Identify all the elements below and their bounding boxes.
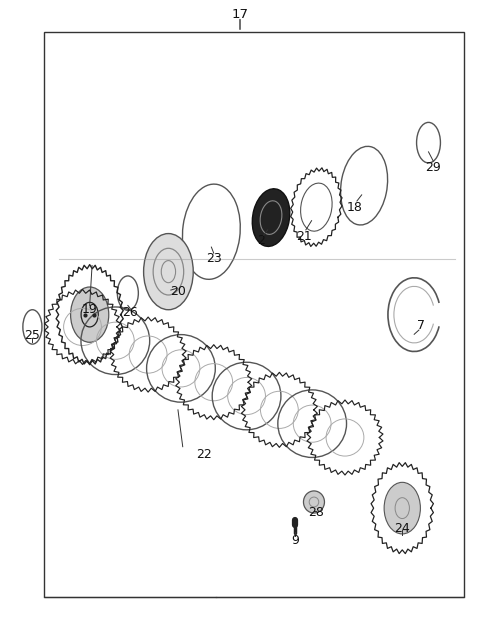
Ellipse shape bbox=[71, 287, 109, 342]
Text: 21: 21 bbox=[297, 230, 312, 242]
Text: 28: 28 bbox=[309, 506, 324, 519]
Ellipse shape bbox=[384, 482, 420, 534]
Text: 2: 2 bbox=[258, 234, 265, 247]
Text: 20: 20 bbox=[170, 286, 186, 299]
Text: 24: 24 bbox=[395, 522, 410, 535]
Text: 23: 23 bbox=[206, 252, 222, 265]
Ellipse shape bbox=[252, 189, 290, 246]
Text: 9: 9 bbox=[291, 534, 299, 547]
Text: 18: 18 bbox=[347, 201, 362, 213]
Ellipse shape bbox=[303, 491, 324, 513]
Text: 26: 26 bbox=[122, 306, 138, 320]
Text: 29: 29 bbox=[425, 161, 441, 174]
Text: 22: 22 bbox=[196, 448, 212, 461]
Ellipse shape bbox=[144, 234, 193, 310]
Text: 17: 17 bbox=[231, 9, 249, 22]
Text: 7: 7 bbox=[417, 318, 425, 331]
Text: 19: 19 bbox=[82, 303, 97, 317]
Text: 25: 25 bbox=[24, 329, 40, 342]
